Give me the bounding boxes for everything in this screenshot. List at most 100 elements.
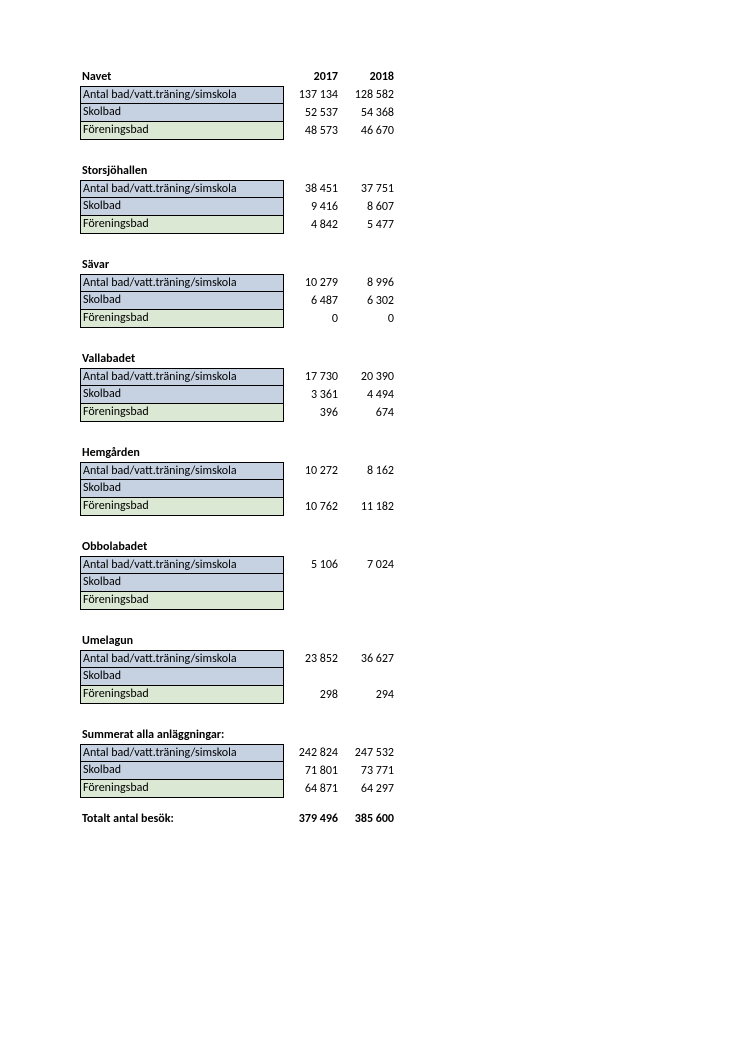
value-2017: 3 361 [284,388,340,402]
row-label-skolbad: Skolbad [80,480,284,498]
table-row: Föreningsbad396674 [80,404,420,422]
table-row: Skolbad6 4876 302 [80,292,420,310]
row-label-skolbad: Skolbad [80,198,284,216]
value-2017: 64 871 [284,782,340,796]
section-title: Vallabadet [80,352,284,366]
row-label-forening: Föreningsbad [80,592,284,610]
row-label-skolbad: Skolbad [80,292,284,310]
row-label-forening: Föreningsbad [80,686,284,704]
table-row: Föreningsbad64 87164 297 [80,780,420,798]
row-label-antal: Antal bad/vatt.träning/simskola [80,556,284,574]
table-row: Antal bad/vatt.träning/simskola38 45137 … [80,180,420,198]
value-2017: 10 279 [284,276,340,290]
row-label-antal: Antal bad/vatt.träning/simskola [80,650,284,668]
table-row: Skolbad52 53754 368 [80,104,420,122]
year-2018-header: 2018 [340,70,396,84]
value-2017: 9 416 [284,200,340,214]
value-2018: 674 [340,406,396,420]
report-page: Navet20172018Antal bad/vatt.träning/sims… [80,68,420,826]
value-2018: 8 607 [340,200,396,214]
value-2018: 0 [340,312,396,326]
table-row: Föreningsbad [80,592,420,610]
facility-section: Storsjöhallen Antal bad/vatt.träning/sims… [80,162,420,234]
value-2018: 128 582 [340,88,396,102]
table-row: Skolbad [80,668,420,686]
row-label-forening: Föreningsbad [80,216,284,234]
table-row: Antal bad/vatt.träning/simskola242 82424… [80,744,420,762]
row-label-forening: Föreningsbad [80,122,284,140]
row-label-forening: Föreningsbad [80,498,284,516]
value-2018: 4 494 [340,388,396,402]
value-2017: 0 [284,312,340,326]
value-2018: 20 390 [340,370,396,384]
value-2018: 294 [340,688,396,702]
row-label-skolbad: Skolbad [80,574,284,592]
section-header: Sävar [80,256,420,274]
value-2018: 64 297 [340,782,396,796]
totals-row: Totalt antal besök: 379 496 385 600 [80,812,420,826]
value-2017: 17 730 [284,370,340,384]
table-row: Antal bad/vatt.träning/simskola17 73020 … [80,368,420,386]
value-2017: 298 [284,688,340,702]
totals-2018: 385 600 [340,812,396,826]
section-title: Hemgården [80,446,284,460]
table-row: Skolbad9 4168 607 [80,198,420,216]
table-row: Antal bad/vatt.träning/simskola5 1067 02… [80,556,420,574]
row-label-skolbad: Skolbad [80,668,284,686]
summary-header: Summerat alla anläggningar: [80,726,420,744]
value-2018: 8 162 [340,464,396,478]
value-2017: 10 272 [284,464,340,478]
value-2018: 37 751 [340,182,396,196]
totals-2017: 379 496 [284,812,340,826]
row-label-antal: Antal bad/vatt.träning/simskola [80,462,284,480]
table-row: Föreningsbad00 [80,310,420,328]
section-header: Storsjöhallen [80,162,420,180]
section-header: Umelagun [80,632,420,650]
table-row: Antal bad/vatt.träning/simskola137 13412… [80,86,420,104]
value-2017: 242 824 [284,746,340,760]
table-row: Föreningsbad10 76211 182 [80,498,420,516]
row-label-antal: Antal bad/vatt.träning/simskola [80,180,284,198]
value-2018: 36 627 [340,652,396,666]
value-2017: 4 842 [284,218,340,232]
value-2018: 54 368 [340,106,396,120]
table-row: Antal bad/vatt.träning/simskola23 85236 … [80,650,420,668]
row-label-skolbad: Skolbad [80,386,284,404]
row-label-forening: Föreningsbad [80,404,284,422]
value-2017: 137 134 [284,88,340,102]
value-2018: 5 477 [340,218,396,232]
facility-section: Vallabadet Antal bad/vatt.träning/simskol… [80,350,420,422]
row-label-antal: Antal bad/vatt.träning/simskola [80,368,284,386]
section-header: Hemgården [80,444,420,462]
value-2017: 23 852 [284,652,340,666]
row-label-skolbad: Skolbad [80,762,284,780]
section-header: Obbolabadet [80,538,420,556]
value-2017: 6 487 [284,294,340,308]
row-label-forening: Föreningsbad [80,780,284,798]
section-title: Storsjöhallen [80,164,284,178]
facility-section: ObbolabadetAntal bad/vatt.träning/simsko… [80,538,420,610]
facility-section: Navet20172018Antal bad/vatt.träning/sims… [80,68,420,140]
table-row: Skolbad [80,574,420,592]
value-2018: 73 771 [340,764,396,778]
row-label-antal: Antal bad/vatt.träning/simskola [80,744,284,762]
value-2017: 5 106 [284,558,340,572]
totals-label: Totalt antal besök: [80,812,284,826]
value-2017: 396 [284,406,340,420]
facility-section: SävarAntal bad/vatt.träning/simskola10 2… [80,256,420,328]
value-2017: 38 451 [284,182,340,196]
value-2017: 71 801 [284,764,340,778]
table-row: Antal bad/vatt.träning/simskola10 2728 1… [80,462,420,480]
table-row: Föreningsbad48 57346 670 [80,122,420,140]
facility-sections: Navet20172018Antal bad/vatt.träning/sims… [80,68,420,704]
table-row: Antal bad/vatt.träning/simskola10 2798 9… [80,274,420,292]
section-title: Umelagun [80,634,284,648]
row-label-antal: Antal bad/vatt.träning/simskola [80,274,284,292]
row-label-skolbad: Skolbad [80,104,284,122]
value-2017: 48 573 [284,124,340,138]
table-row: Föreningsbad4 8425 477 [80,216,420,234]
section-title: Navet [80,70,284,84]
table-row: Skolbad3 3614 494 [80,386,420,404]
table-row: Skolbad71 80173 771 [80,762,420,780]
value-2017: 52 537 [284,106,340,120]
